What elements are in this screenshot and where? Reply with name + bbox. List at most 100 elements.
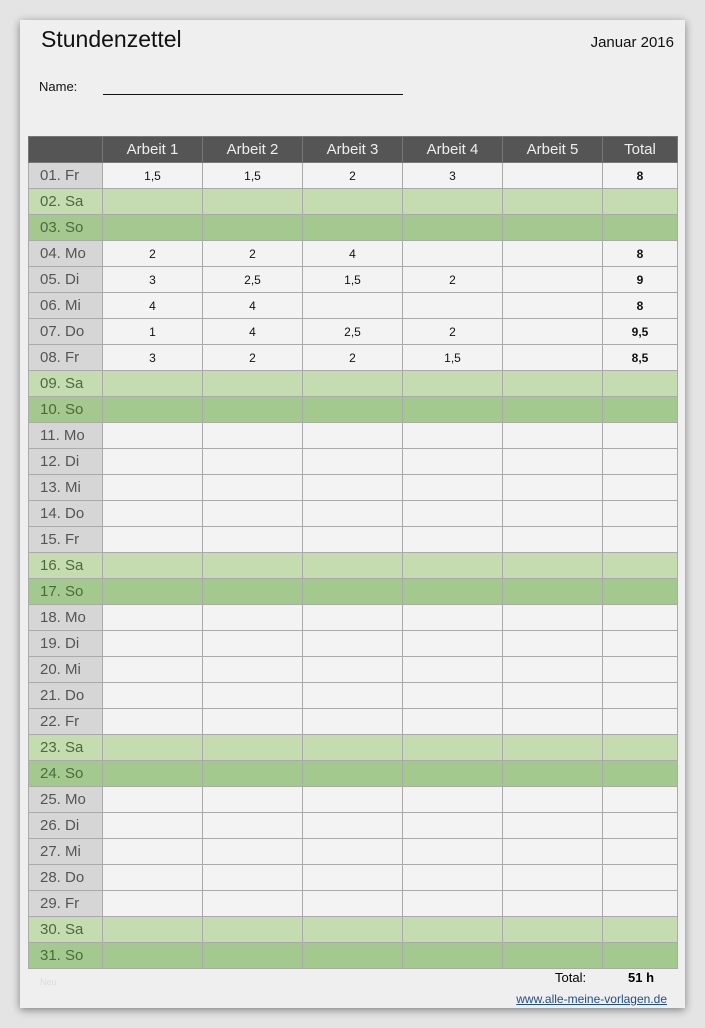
hours-cell[interactable] (502, 604, 603, 631)
total-cell[interactable] (602, 448, 678, 475)
total-cell[interactable] (602, 370, 678, 397)
hours-cell[interactable] (202, 448, 303, 475)
hours-cell[interactable]: 3 (102, 344, 203, 371)
hours-cell[interactable]: 2 (302, 344, 403, 371)
hours-cell[interactable] (402, 604, 503, 631)
hours-cell[interactable] (202, 396, 303, 423)
hours-cell[interactable]: 1 (102, 318, 203, 345)
hours-cell[interactable] (302, 526, 403, 553)
hours-cell[interactable] (202, 604, 303, 631)
hours-cell[interactable] (202, 916, 303, 943)
hours-cell[interactable] (502, 864, 603, 891)
hours-cell[interactable] (102, 864, 203, 891)
hours-cell[interactable] (102, 500, 203, 527)
hours-cell[interactable] (402, 396, 503, 423)
hours-cell[interactable]: 1,5 (102, 162, 203, 189)
total-cell[interactable] (602, 500, 678, 527)
hours-cell[interactable] (402, 526, 503, 553)
hours-cell[interactable] (102, 890, 203, 917)
hours-cell[interactable] (302, 604, 403, 631)
total-cell[interactable]: 9,5 (602, 318, 678, 345)
total-cell[interactable] (602, 552, 678, 579)
hours-cell[interactable]: 4 (202, 292, 303, 319)
hours-cell[interactable] (202, 838, 303, 865)
hours-cell[interactable] (502, 422, 603, 449)
hours-cell[interactable]: 1,5 (202, 162, 303, 189)
hours-cell[interactable] (502, 942, 603, 969)
hours-cell[interactable] (302, 500, 403, 527)
hours-cell[interactable] (102, 656, 203, 683)
hours-cell[interactable] (202, 708, 303, 735)
hours-cell[interactable] (302, 864, 403, 891)
hours-cell[interactable] (402, 578, 503, 605)
hours-cell[interactable] (502, 292, 603, 319)
hours-cell[interactable] (102, 682, 203, 709)
hours-cell[interactable] (402, 760, 503, 787)
hours-cell[interactable] (202, 656, 303, 683)
hours-cell[interactable] (402, 734, 503, 761)
total-cell[interactable] (602, 786, 678, 813)
hours-cell[interactable] (102, 916, 203, 943)
total-cell[interactable]: 9 (602, 266, 678, 293)
hours-cell[interactable]: 2 (302, 162, 403, 189)
hours-cell[interactable] (402, 682, 503, 709)
total-cell[interactable] (602, 682, 678, 709)
hours-cell[interactable] (102, 604, 203, 631)
hours-cell[interactable] (202, 474, 303, 501)
hours-cell[interactable] (302, 812, 403, 839)
hours-cell[interactable] (102, 552, 203, 579)
hours-cell[interactable] (402, 942, 503, 969)
total-cell[interactable] (602, 838, 678, 865)
hours-cell[interactable] (202, 552, 303, 579)
hours-cell[interactable] (102, 812, 203, 839)
hours-cell[interactable] (202, 578, 303, 605)
hours-cell[interactable]: 1,5 (302, 266, 403, 293)
hours-cell[interactable] (302, 734, 403, 761)
hours-cell[interactable] (402, 890, 503, 917)
hours-cell[interactable] (502, 474, 603, 501)
hours-cell[interactable] (102, 630, 203, 657)
hours-cell[interactable] (202, 188, 303, 215)
hours-cell[interactable] (502, 916, 603, 943)
hours-cell[interactable] (502, 656, 603, 683)
hours-cell[interactable] (302, 214, 403, 241)
hours-cell[interactable] (302, 838, 403, 865)
hours-cell[interactable] (402, 864, 503, 891)
hours-cell[interactable] (502, 812, 603, 839)
hours-cell[interactable] (102, 838, 203, 865)
hours-cell[interactable] (502, 240, 603, 267)
hours-cell[interactable] (102, 448, 203, 475)
total-cell[interactable] (602, 214, 678, 241)
hours-cell[interactable] (502, 214, 603, 241)
hours-cell[interactable] (102, 396, 203, 423)
hours-cell[interactable] (502, 526, 603, 553)
hours-cell[interactable] (402, 812, 503, 839)
hours-cell[interactable] (302, 448, 403, 475)
hours-cell[interactable] (502, 552, 603, 579)
hours-cell[interactable] (302, 370, 403, 397)
hours-cell[interactable] (202, 890, 303, 917)
hours-cell[interactable] (202, 760, 303, 787)
total-cell[interactable] (602, 656, 678, 683)
hours-cell[interactable] (102, 786, 203, 813)
hours-cell[interactable]: 1,5 (402, 344, 503, 371)
hours-cell[interactable] (302, 708, 403, 735)
hours-cell[interactable] (502, 448, 603, 475)
total-cell[interactable] (602, 734, 678, 761)
hours-cell[interactable] (202, 812, 303, 839)
hours-cell[interactable] (402, 240, 503, 267)
hours-cell[interactable] (402, 500, 503, 527)
hours-cell[interactable] (202, 500, 303, 527)
hours-cell[interactable] (202, 422, 303, 449)
total-cell[interactable] (602, 630, 678, 657)
total-cell[interactable] (602, 864, 678, 891)
hours-cell[interactable] (302, 682, 403, 709)
hours-cell[interactable] (102, 422, 203, 449)
hours-cell[interactable]: 4 (302, 240, 403, 267)
hours-cell[interactable] (302, 578, 403, 605)
hours-cell[interactable] (102, 578, 203, 605)
hours-cell[interactable] (202, 864, 303, 891)
total-cell[interactable] (602, 812, 678, 839)
hours-cell[interactable] (202, 526, 303, 553)
hours-cell[interactable] (302, 292, 403, 319)
